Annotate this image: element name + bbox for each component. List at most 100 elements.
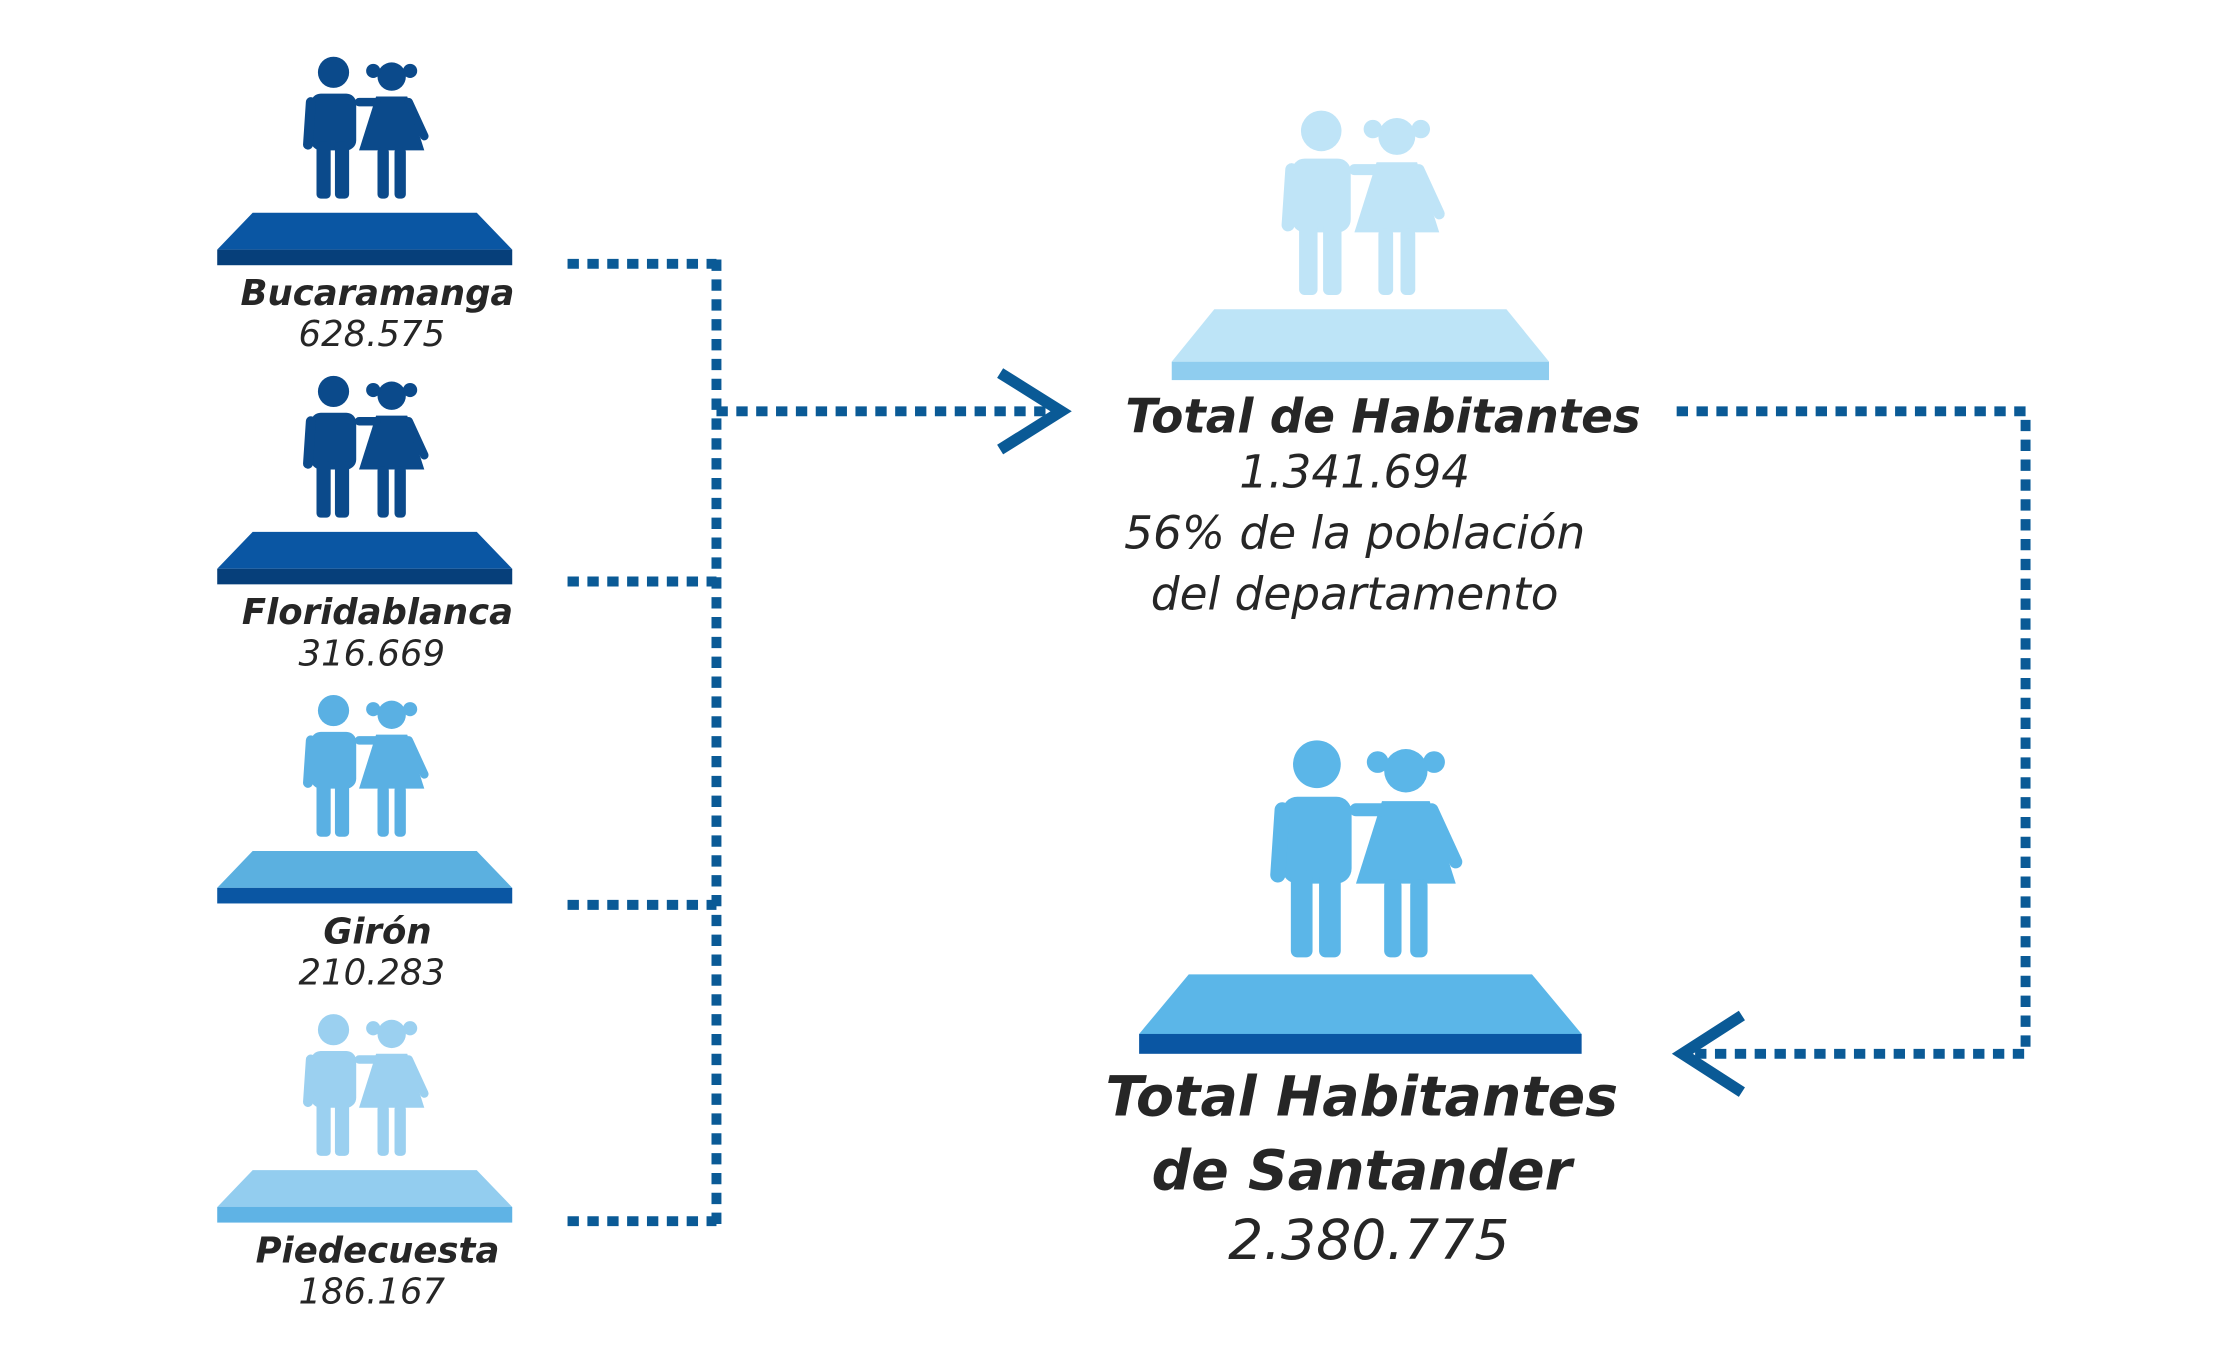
girl-leg [1384, 879, 1402, 958]
girl-pigtail [366, 702, 381, 717]
platform-top [217, 1170, 513, 1207]
girl-arm [404, 97, 429, 141]
platform-base [217, 568, 513, 585]
boy-arm [303, 97, 316, 150]
girl-leg [377, 147, 389, 199]
people-icon [1281, 110, 1445, 296]
city-name: Bucaramanga [241, 273, 515, 314]
boy-arm [303, 735, 316, 788]
girl-pigtail [1363, 119, 1383, 139]
girl-pigtail [403, 702, 418, 717]
dotted-connector [567, 258, 1057, 1227]
boy-leg [316, 1099, 331, 1156]
platform-base [1171, 361, 1550, 381]
dotted-connector [1676, 406, 2031, 1059]
city-name: Piedecuesta [256, 1230, 500, 1271]
girl-head [377, 381, 406, 410]
boy-torso [1282, 796, 1352, 884]
girl-leg [394, 147, 406, 199]
platform-top [1139, 974, 1582, 1034]
girl-leg [377, 1104, 389, 1156]
city-name: Girón [323, 911, 431, 952]
department-value: 2.380.775 [1228, 1209, 1509, 1273]
people-icon [303, 375, 429, 518]
girl-leg [1410, 879, 1428, 958]
boy-head [317, 1014, 350, 1046]
department-title: de Santander [1152, 1139, 1576, 1203]
girl-head [1378, 118, 1416, 155]
boy-torso [310, 731, 357, 789]
boy-head [1300, 110, 1342, 152]
metro-note: 56% de la población [1124, 507, 1585, 560]
girl-leg [394, 466, 406, 518]
girl-leg [377, 466, 389, 518]
girl-pigtail [1366, 751, 1389, 773]
city-population: 210.283 [299, 952, 446, 993]
girl-pigtail [403, 63, 418, 79]
city-population: 186.167 [299, 1272, 446, 1313]
city-name: Floridablanca [242, 592, 513, 633]
boy-leg [334, 780, 350, 837]
girl-pigtail [1411, 119, 1431, 139]
boy-head [1293, 740, 1341, 789]
boy-torso [310, 412, 357, 470]
city-population: 628.575 [299, 314, 446, 355]
people-icon [303, 56, 429, 199]
girl-leg [1378, 228, 1394, 296]
girl-arm [404, 416, 429, 460]
girl-pigtail [366, 1021, 381, 1036]
boy-leg [1290, 870, 1313, 958]
boy-leg [1299, 221, 1318, 296]
platform-base [1139, 1033, 1582, 1054]
connectors [567, 258, 2031, 1227]
girl-arm [1413, 164, 1445, 220]
arrow-head [1671, 1010, 1745, 1097]
girl-arm [404, 1055, 429, 1098]
girl-pigtail [366, 63, 381, 79]
boy-arm [1281, 163, 1299, 232]
metro-value: 1.341.694 [1239, 446, 1470, 499]
boy-leg [1323, 221, 1342, 296]
people-icon [1270, 740, 1463, 958]
girl-head [377, 1019, 406, 1049]
girl-head [377, 62, 406, 91]
metro-note: del departamento [1151, 568, 1559, 621]
boy-arm [303, 1054, 316, 1107]
girl-head [1384, 749, 1428, 793]
girl-leg [1400, 228, 1416, 296]
arrow-head [997, 368, 1072, 455]
girl-arm [404, 736, 429, 779]
people-icon [303, 1014, 429, 1156]
boy-arm [1270, 802, 1290, 883]
platform-top [217, 212, 513, 250]
boy-leg [316, 780, 331, 837]
department-title: Total Habitantes [1105, 1066, 1618, 1130]
platform-base [217, 887, 513, 904]
boy-head [317, 375, 350, 408]
boy-head [317, 694, 350, 727]
boy-torso [1291, 158, 1351, 233]
boy-leg [316, 141, 331, 199]
boy-torso [310, 1050, 357, 1108]
boy-arm [303, 416, 316, 469]
boy-head [317, 56, 350, 88]
boy-leg [1319, 870, 1341, 958]
boy-leg [334, 1099, 350, 1156]
girl-pigtail [403, 1021, 418, 1036]
boy-leg [334, 141, 350, 199]
girl-leg [394, 785, 406, 837]
platform-base [217, 1206, 513, 1223]
girl-leg [394, 1104, 406, 1156]
platform-top [1171, 309, 1550, 362]
boy-leg [316, 460, 331, 518]
girl-arm [1425, 803, 1463, 869]
platform-base [217, 249, 513, 266]
boy-leg [334, 460, 350, 518]
girl-head [377, 700, 406, 730]
girl-leg [377, 785, 389, 837]
girl-pigtail [403, 382, 418, 398]
girl-pigtail [1423, 751, 1445, 773]
platform-top [217, 850, 513, 888]
